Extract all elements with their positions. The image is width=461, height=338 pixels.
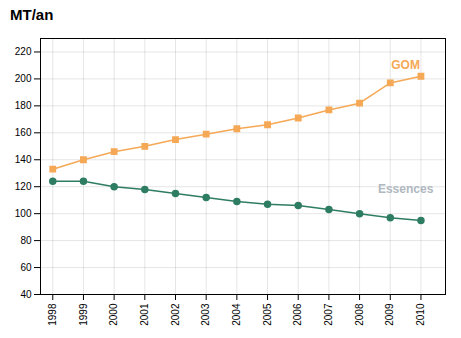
svg-text:2010: 2010: [415, 303, 426, 326]
svg-text:160: 160: [15, 127, 32, 138]
svg-text:2009: 2009: [384, 303, 395, 326]
svg-text:100: 100: [15, 208, 32, 219]
svg-text:2000: 2000: [108, 303, 119, 326]
svg-text:180: 180: [15, 100, 32, 111]
svg-text:80: 80: [20, 235, 32, 246]
svg-text:2007: 2007: [323, 303, 334, 326]
svg-text:2002: 2002: [170, 303, 181, 326]
svg-text:220: 220: [15, 46, 32, 57]
svg-text:GOM: GOM: [391, 58, 420, 72]
svg-text:1998: 1998: [47, 303, 58, 326]
svg-text:40: 40: [20, 289, 32, 300]
svg-text:Essences: Essences: [378, 182, 434, 196]
html-text:MT/an: MT/an: [10, 6, 54, 23]
svg-text:2003: 2003: [200, 303, 211, 326]
svg-text:2001: 2001: [139, 303, 150, 326]
svg-text:2004: 2004: [231, 303, 242, 326]
svg-text:200: 200: [15, 73, 32, 84]
svg-text:2008: 2008: [354, 303, 365, 326]
svg-text:140: 140: [15, 154, 32, 165]
svg-text:120: 120: [15, 181, 32, 192]
svg-text:1999: 1999: [78, 303, 89, 326]
svg-text:60: 60: [20, 262, 32, 273]
svg-text:2006: 2006: [292, 303, 303, 326]
svg-text:2005: 2005: [262, 303, 273, 326]
